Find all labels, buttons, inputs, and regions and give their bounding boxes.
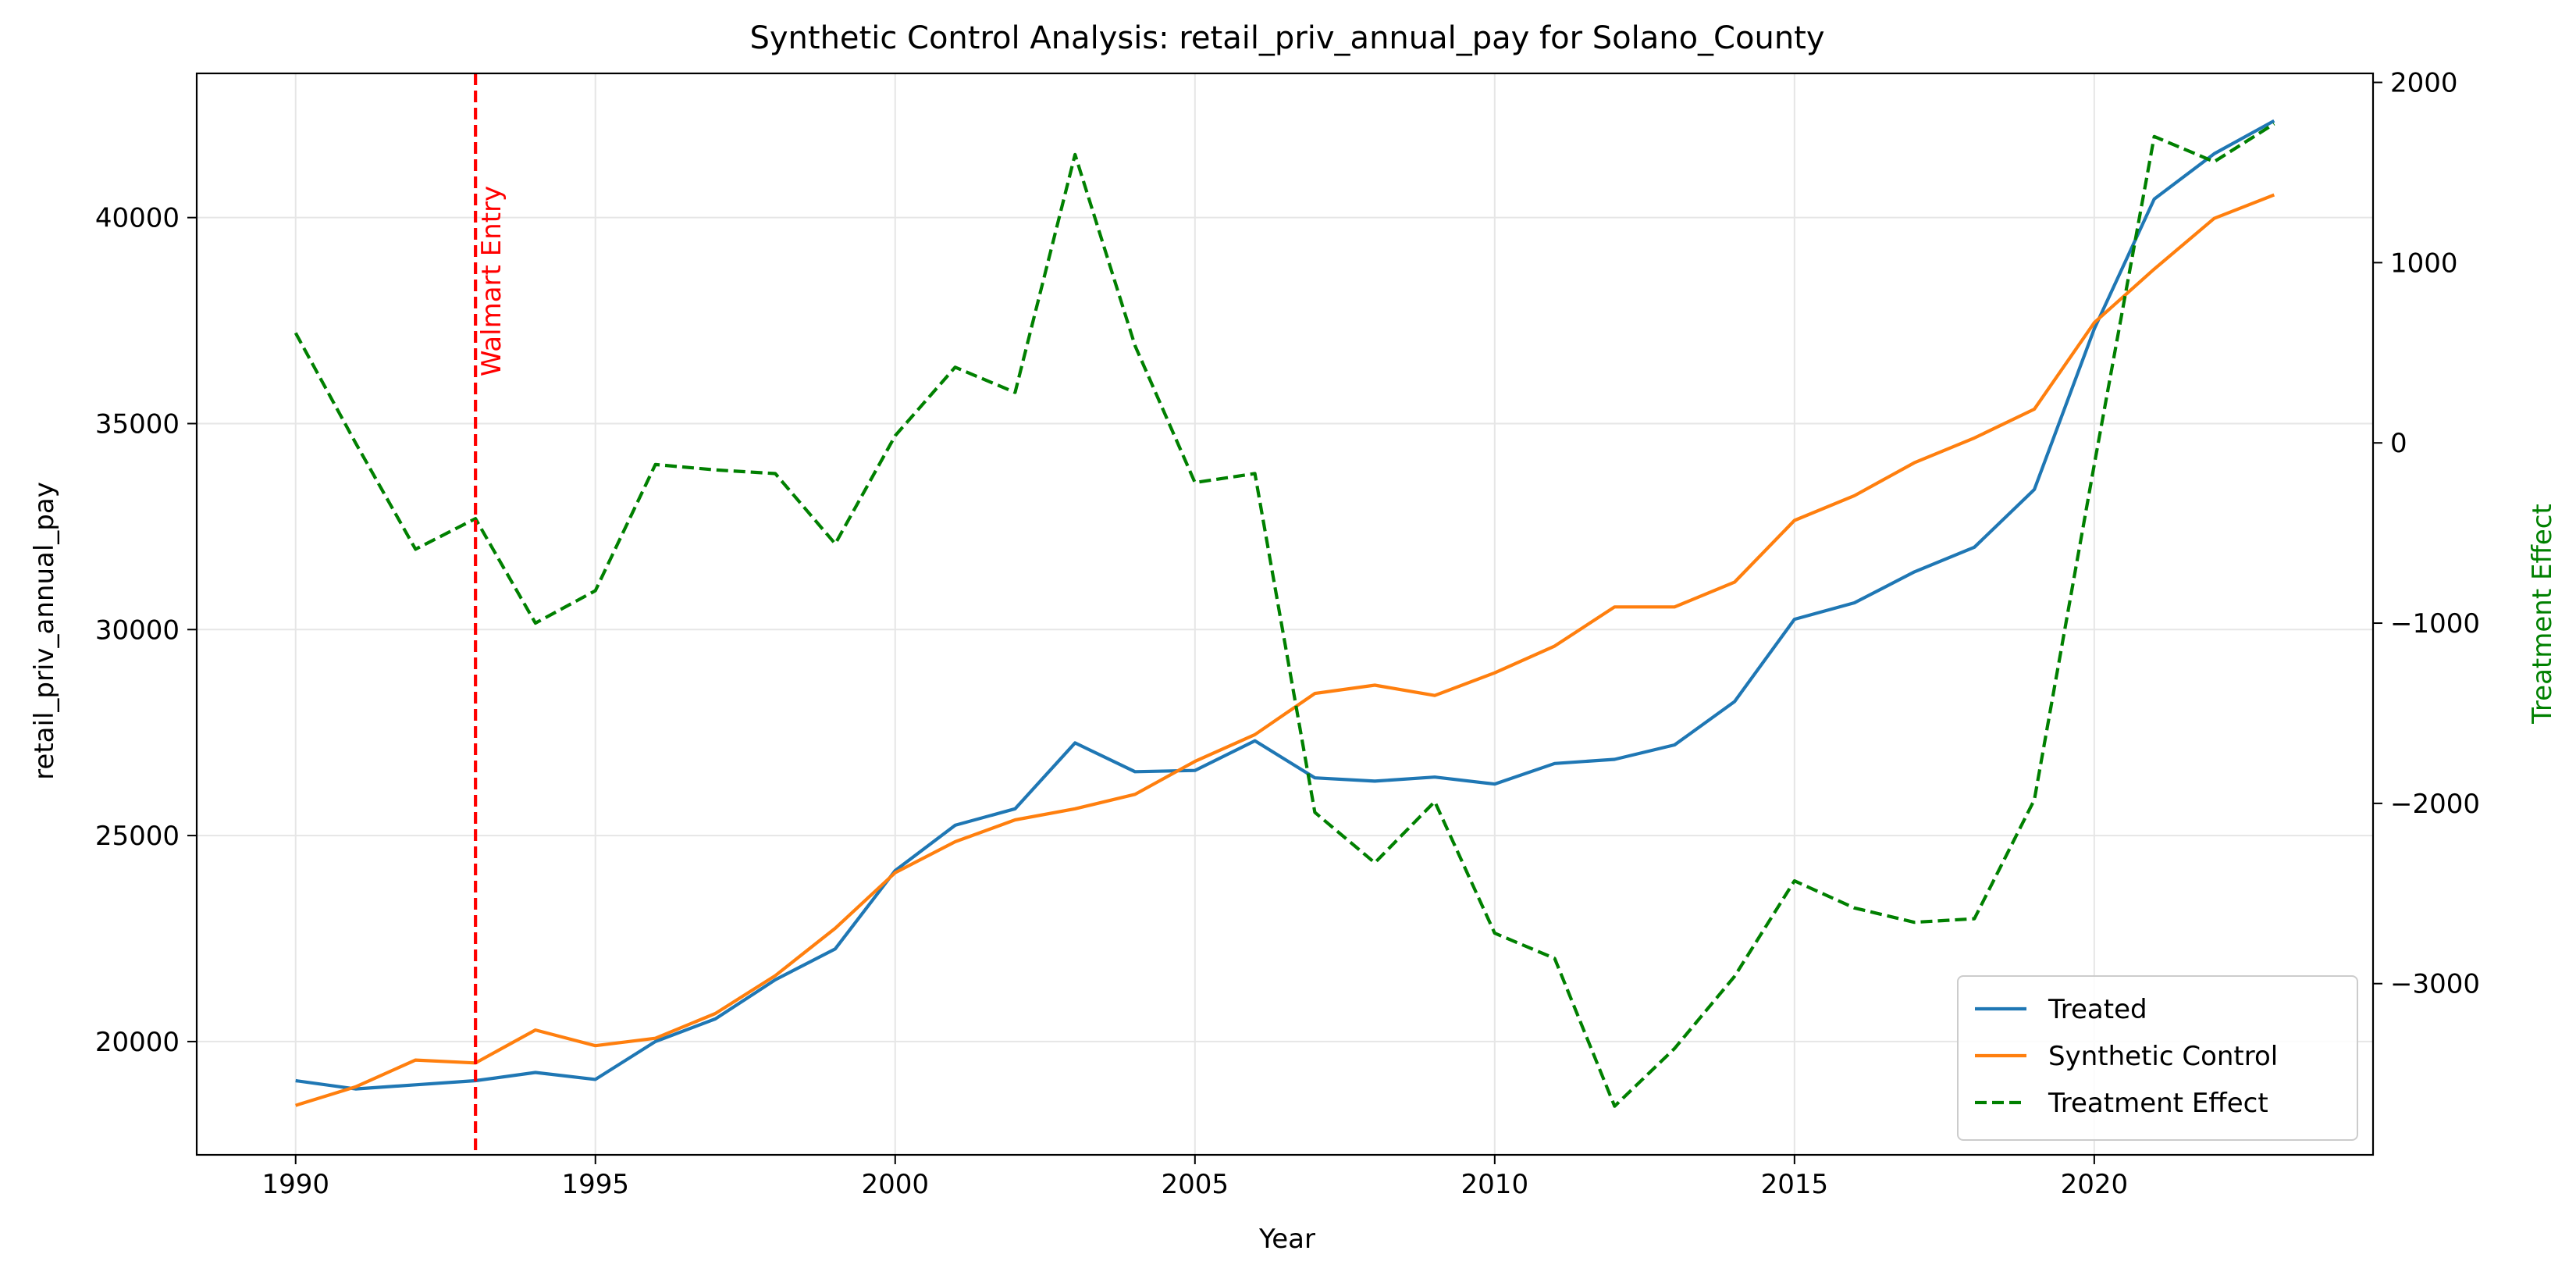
x-axis: 1990 1995 2000 2005 2010 2015 2020 (262, 1155, 2128, 1200)
y2-tick-label: −1000 (2390, 608, 2480, 640)
series-line-treatment-effect (294, 122, 2275, 1108)
y-tick-label: 40000 (95, 203, 180, 234)
y-axis-right: −3000 −2000 −1000 0 1000 2000 (2373, 68, 2480, 1000)
y2-axis-label: Treatment Effect (2527, 504, 2558, 725)
y-axis-left: 20000 25000 30000 35000 40000 (95, 203, 197, 1058)
annotation-layer: Walmart Entry (474, 73, 507, 1155)
y-tick-label: 35000 (95, 408, 180, 440)
y2-tick-label: −2000 (2390, 789, 2480, 820)
gridlines (197, 73, 2373, 1155)
legend-label-treatment-effect: Treatment Effect (2048, 1088, 2268, 1119)
chart-title: Synthetic Control Analysis: retail_priv_… (749, 20, 1824, 56)
x-tick-label: 1990 (262, 1169, 329, 1200)
y2-tick-label: 1000 (2390, 248, 2458, 279)
legend-label-synthetic-control: Synthetic Control (2048, 1041, 2278, 1072)
y-axis-label: retail_priv_annual_pay (29, 482, 60, 780)
y-tick-label: 30000 (95, 615, 180, 646)
y2-tick-label: −3000 (2390, 969, 2480, 1000)
y2-tick-label: 2000 (2390, 68, 2458, 99)
x-tick-label: 2000 (862, 1169, 930, 1200)
x-tick-label: 1995 (561, 1169, 629, 1200)
x-tick-label: 2015 (1761, 1169, 1829, 1200)
legend-label-treated: Treated (2048, 994, 2147, 1025)
series-line-synthetic-control (295, 193, 2275, 1107)
x-axis-label: Year (1258, 1224, 1315, 1255)
legend-box (1957, 975, 2358, 1141)
x-tick-label: 2010 (1461, 1169, 1529, 1200)
series-layer (294, 119, 2275, 1108)
y-tick-label: 25000 (95, 821, 180, 852)
y-tick-label: 20000 (95, 1027, 180, 1058)
x-tick-label: 2005 (1162, 1169, 1229, 1200)
plot-frame (195, 72, 2375, 1156)
series-line-treated (295, 119, 2275, 1091)
x-tick-label: 2020 (2061, 1169, 2129, 1200)
legend: Treated Synthetic Control Treatment Effect (1957, 975, 2358, 1141)
y2-tick-label: 0 (2390, 428, 2407, 459)
walmart-entry-label: Walmart Entry (476, 186, 507, 376)
